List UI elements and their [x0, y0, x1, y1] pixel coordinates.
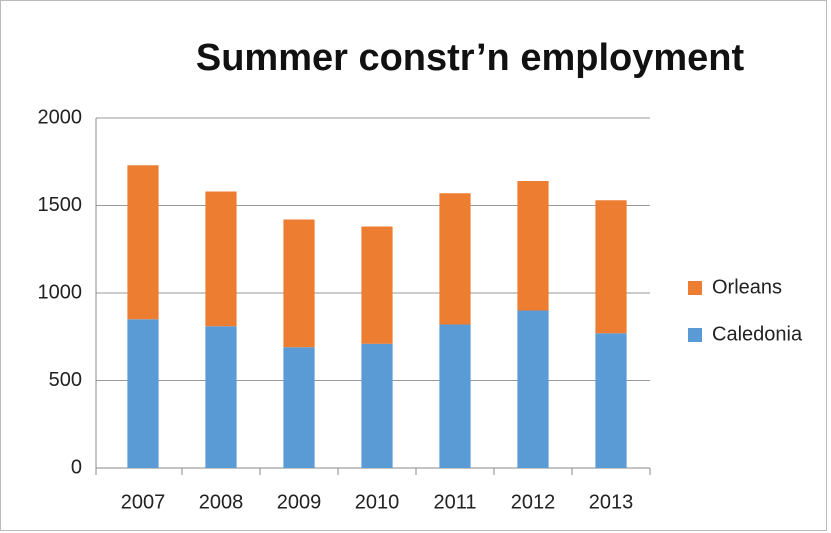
y-tick-label: 1500: [38, 194, 83, 216]
bar-segment: [517, 310, 549, 468]
bar-segment: [517, 181, 549, 311]
bar-segment: [361, 226, 393, 344]
bar-segment: [439, 193, 471, 325]
bar-segment: [283, 219, 315, 348]
y-tick-label: 0: [71, 456, 82, 478]
legend-swatch: [688, 328, 702, 342]
legend-label: Caledonia: [712, 323, 803, 345]
bar-segment: [127, 165, 159, 320]
bar-segment: [439, 324, 471, 468]
x-tick-label: 2012: [511, 491, 556, 513]
bar-segment: [205, 191, 237, 327]
x-tick-label: 2007: [121, 491, 166, 513]
legend-label: Orleans: [712, 276, 782, 298]
y-tick-label: 1000: [38, 281, 83, 303]
x-tick-label: 2013: [589, 491, 634, 513]
bar-segment: [127, 319, 159, 468]
x-tick-label: 2010: [355, 491, 400, 513]
x-tick-label: 2008: [199, 491, 244, 513]
x-tick-label: 2011: [433, 491, 476, 513]
bar-segment: [361, 343, 393, 468]
y-tick-label: 2000: [38, 106, 83, 128]
chart-title: Summer constr’n employment: [196, 37, 745, 79]
bar-segment: [205, 326, 237, 468]
legend-swatch: [688, 281, 702, 295]
bar-segment: [595, 333, 627, 468]
x-tick-label: 2009: [277, 491, 322, 513]
bar-segment: [283, 347, 315, 468]
bar-segment: [595, 200, 627, 334]
y-tick-label: 500: [49, 369, 82, 391]
